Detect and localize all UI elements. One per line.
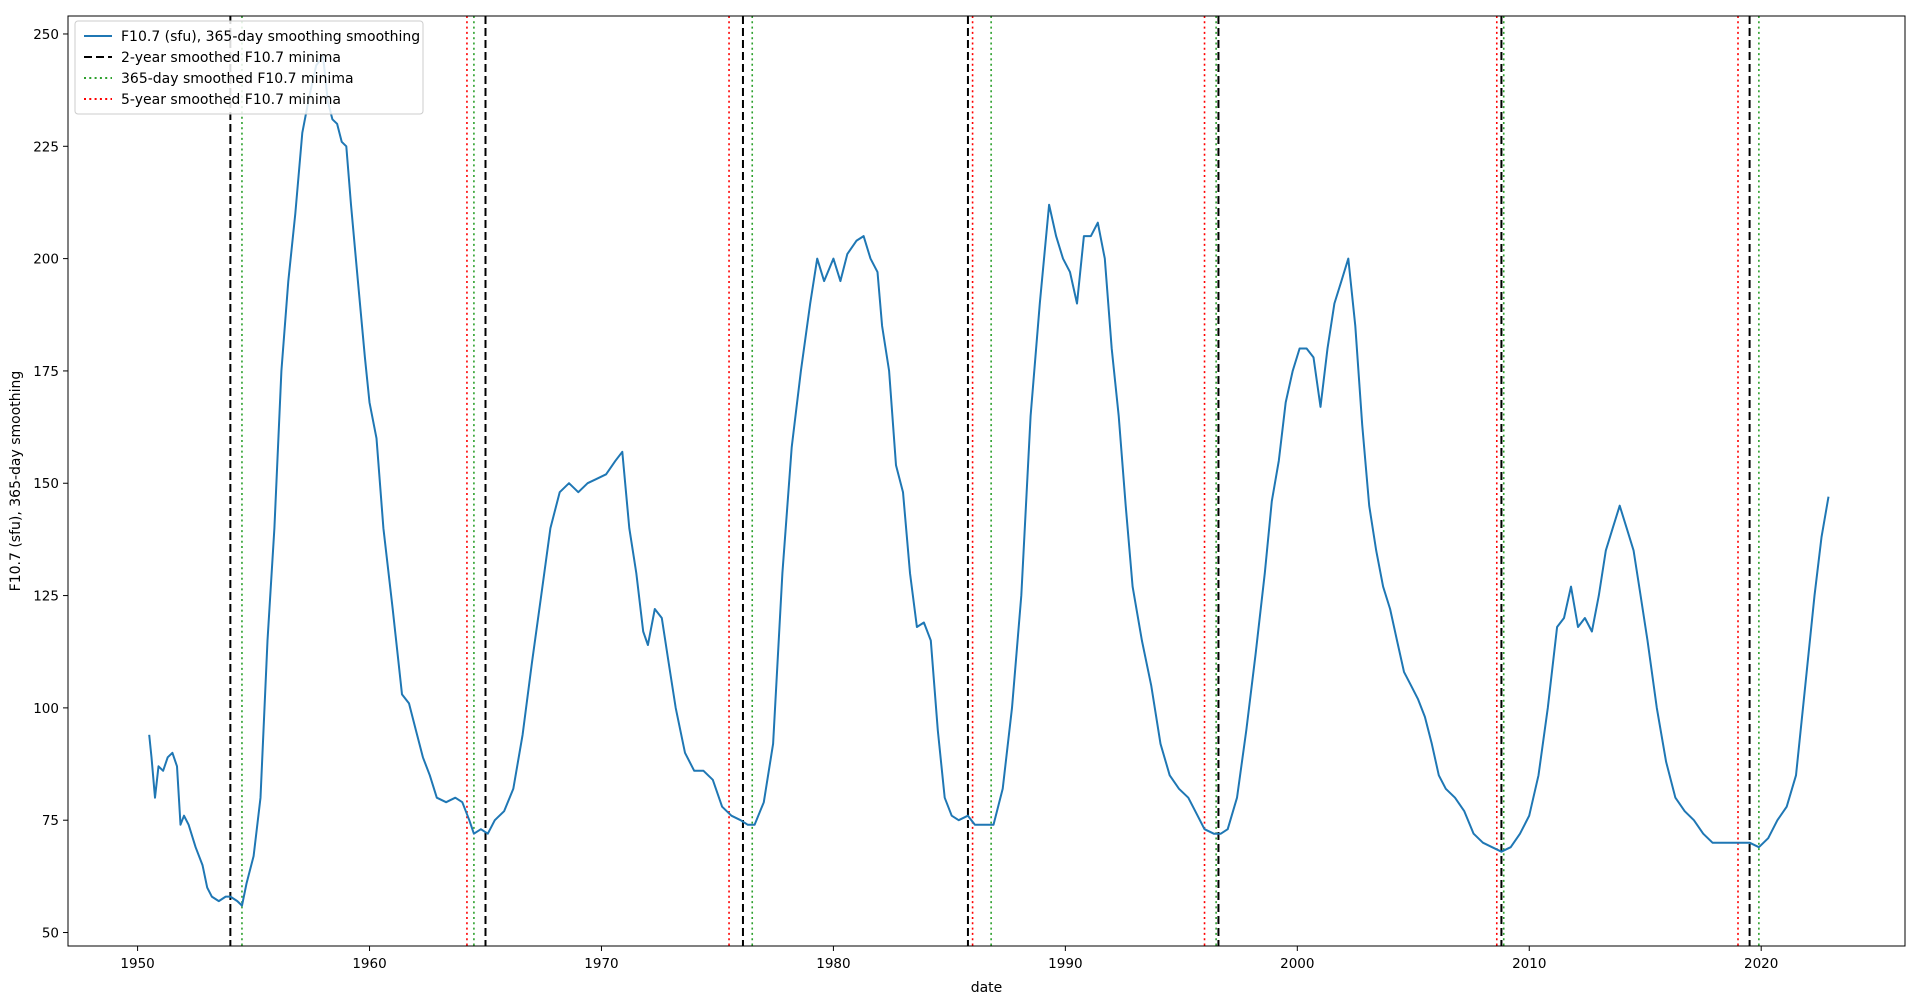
y-tick-label-150: 150 [33, 476, 59, 492]
y-tick-label-125: 125 [33, 589, 59, 605]
legend-label-1: 2-year smoothed F10.7 minima [121, 50, 341, 66]
x-tick-label-2010: 2010 [1512, 956, 1546, 972]
y-tick-label-250: 250 [33, 27, 59, 43]
x-tick-label-2020: 2020 [1744, 956, 1778, 972]
legend: F10.7 (sfu), 365-day smoothing smoothing… [74, 20, 424, 115]
data-series [148, 55, 1830, 907]
y-tick-label-175: 175 [33, 364, 59, 380]
legend-label-0: F10.7 (sfu), 365-day smoothing smoothing [121, 29, 420, 45]
x-tick-label-1990: 1990 [1048, 956, 1082, 972]
y-tick-label-200: 200 [33, 252, 59, 268]
series-line-0 [148, 55, 1830, 907]
legend-box [74, 20, 424, 115]
x-tick-label-1970: 1970 [584, 956, 618, 972]
y-tick-label-75: 75 [42, 813, 59, 829]
x-axis-label: date [971, 980, 1003, 996]
x-tick-label-2000: 2000 [1280, 956, 1314, 972]
x-tick-label-1950: 1950 [120, 956, 154, 972]
x-axis: 1950 1960 1970 1980 1990 2000 2010 2020 [120, 946, 1778, 972]
y-axis-label: F10.7 (sfu), 365-day smoothing [8, 371, 24, 592]
legend-label-3: 5-year smoothed F10.7 minima [121, 92, 341, 108]
plot-frame [67, 15, 1906, 947]
x-tick-label-1960: 1960 [352, 956, 386, 972]
plot-lines [229, 16, 1760, 946]
y-tick-label-100: 100 [33, 701, 59, 717]
y-tick-label-225: 225 [33, 139, 59, 155]
y-tick-label-50: 50 [42, 926, 59, 942]
y-axis: 50 75 100 125 150 175 200 225 250 [33, 27, 68, 942]
legend-label-2: 365-day smoothed F10.7 minima [121, 71, 354, 87]
x-tick-label-1980: 1980 [816, 956, 850, 972]
